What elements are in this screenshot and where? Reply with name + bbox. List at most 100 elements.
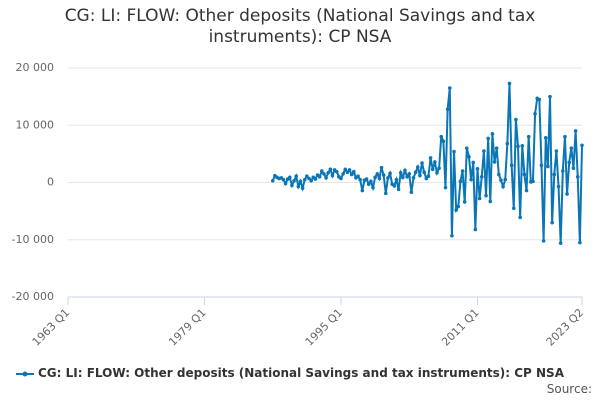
point [401,175,405,180]
point [554,149,559,153]
point [501,184,505,189]
point [343,167,348,172]
point [298,179,303,184]
point [288,175,292,180]
legend-marker [22,371,28,377]
point [430,167,435,172]
point [300,186,305,191]
x-tick-label: 1963 Q1 [30,306,73,349]
point [411,176,416,180]
point [548,94,552,99]
point [283,181,288,186]
y-tick-label: 10 000 [16,118,55,131]
point [435,170,439,175]
point [307,176,311,181]
point [420,161,424,165]
point [569,146,574,150]
point [556,184,561,189]
y-tick-label: 20 000 [16,61,55,74]
y-tick-label: -20 000 [12,290,54,303]
point [302,177,307,182]
point [313,177,318,181]
point [345,170,350,174]
point [561,169,565,173]
point [465,146,469,150]
point [294,174,299,179]
point [543,136,548,140]
point [383,191,388,196]
point [546,164,550,169]
point [482,149,486,153]
point [490,132,495,136]
point [526,134,531,139]
point [563,134,567,139]
point [422,170,426,174]
point [270,178,275,183]
point [392,184,397,188]
point [511,206,516,211]
point [503,177,508,182]
point [428,156,433,160]
y-tick-label: 0 [47,176,54,189]
legend-label[interactable]: CG: LI: FLOW: Other deposits (National S… [38,366,564,380]
point [541,239,546,243]
point [326,170,330,175]
point [443,185,448,190]
point [356,174,360,179]
point [509,163,514,168]
point [537,97,542,102]
point [330,173,335,178]
point [469,177,473,182]
series-line [271,83,583,244]
point [558,241,563,245]
point [552,172,557,177]
point [475,166,480,171]
point [375,172,380,176]
point [415,165,420,169]
x-tick-label: 1979 Q1 [166,306,209,349]
point [522,172,527,177]
point [458,179,463,184]
point [441,139,446,144]
point [322,172,326,176]
point [445,107,450,112]
point [492,160,497,164]
point [460,169,465,173]
chart-title: CG: LI: FLOW: Other deposits (National S… [64,6,536,47]
point [488,199,493,204]
x-tick-label: 2023 Q2 [544,306,587,349]
point [377,176,382,181]
point [369,179,373,184]
point [324,176,328,180]
point [452,149,456,154]
point [296,184,301,189]
point [565,192,569,196]
point [571,166,576,170]
point [471,160,476,165]
point [578,240,582,245]
point [407,172,412,176]
source: Source: [546,382,592,396]
point [450,233,454,238]
point [531,179,535,184]
point [328,167,333,172]
point [373,175,377,180]
point [339,176,343,181]
point [341,172,345,176]
point [580,143,584,148]
point [499,178,503,183]
point [486,136,490,141]
point [371,185,375,190]
point [351,169,356,174]
point [418,173,422,178]
point [479,174,484,179]
point [567,160,572,165]
point [366,182,371,187]
point [539,163,544,168]
point [349,172,354,177]
point [379,165,384,170]
point [505,141,510,146]
point [514,117,518,122]
point [292,178,296,183]
